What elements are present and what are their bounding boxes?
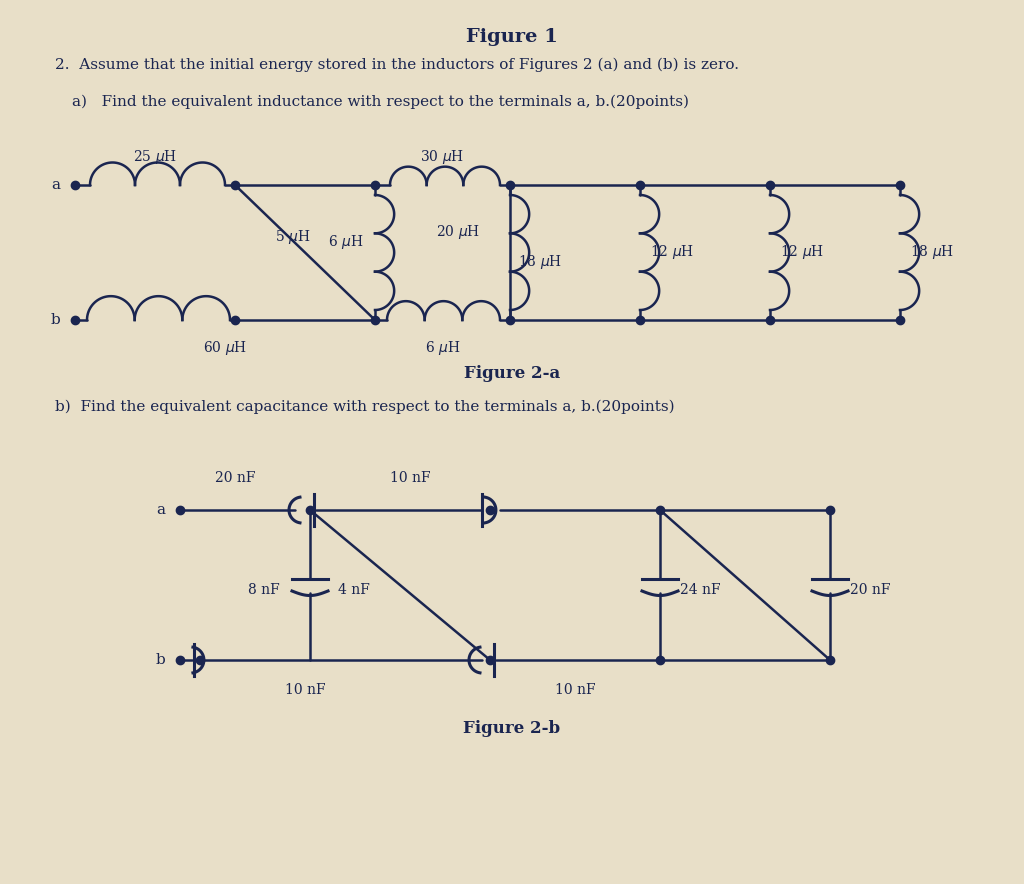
Text: 24 nF: 24 nF	[680, 583, 721, 597]
Text: 20 nF: 20 nF	[850, 583, 891, 597]
Text: 18 $\mu$H: 18 $\mu$H	[910, 243, 954, 261]
Text: 20 $\mu$H: 20 $\mu$H	[436, 223, 480, 241]
Text: a)   Find the equivalent inductance with respect to the terminals a, b.(20points: a) Find the equivalent inductance with r…	[72, 95, 689, 110]
Text: 2.  Assume that the initial energy stored in the inductors of Figures 2 (a) and : 2. Assume that the initial energy stored…	[55, 58, 739, 72]
Text: b)  Find the equivalent capacitance with respect to the terminals a, b.(20points: b) Find the equivalent capacitance with …	[55, 400, 675, 415]
Text: 25 $\mu$H: 25 $\mu$H	[133, 148, 177, 166]
Text: a: a	[51, 178, 60, 192]
Text: 30 $\mu$H: 30 $\mu$H	[421, 148, 465, 166]
Text: Figure 2-b: Figure 2-b	[464, 720, 560, 737]
Text: 10 nF: 10 nF	[285, 683, 326, 697]
Text: 10 nF: 10 nF	[555, 683, 595, 697]
Text: 6 $\mu$H: 6 $\mu$H	[425, 339, 460, 357]
Text: Figure 2-a: Figure 2-a	[464, 365, 560, 382]
Text: 12 $\mu$H: 12 $\mu$H	[780, 243, 824, 261]
Text: 5 $\mu$H: 5 $\mu$H	[275, 228, 310, 246]
Text: 6 $\mu$H: 6 $\mu$H	[328, 233, 362, 251]
Text: a: a	[156, 503, 165, 517]
Text: 8 nF: 8 nF	[248, 583, 280, 597]
Text: Figure 1: Figure 1	[466, 28, 558, 46]
Text: 12 $\mu$H: 12 $\mu$H	[650, 243, 694, 261]
Text: 4 nF: 4 nF	[338, 583, 370, 597]
Text: b: b	[156, 653, 165, 667]
Text: b: b	[50, 313, 60, 327]
Text: 60 $\mu$H: 60 $\mu$H	[203, 339, 247, 357]
Text: 18 $\mu$H: 18 $\mu$H	[518, 253, 562, 271]
Text: 10 nF: 10 nF	[390, 471, 430, 485]
Text: 20 nF: 20 nF	[215, 471, 255, 485]
